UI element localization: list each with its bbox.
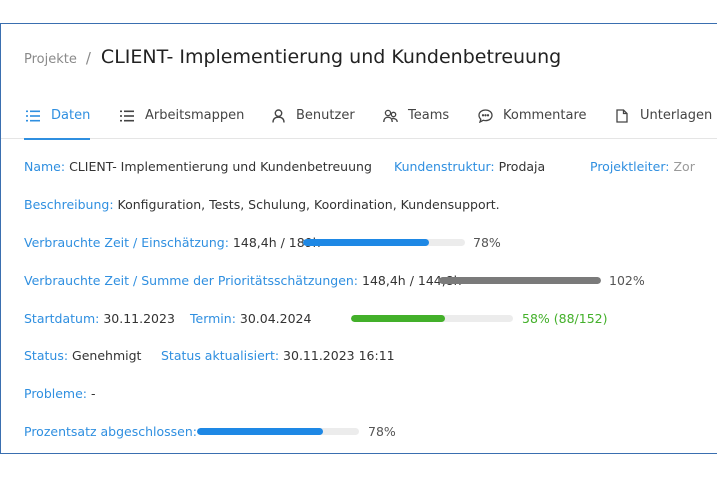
user-icon [269, 108, 287, 124]
comment-icon [476, 108, 494, 124]
project-lead-label: Projektleiter: [590, 158, 670, 174]
status-field: Status: Genehmigt [24, 346, 141, 364]
time-estimate-row: Verbrauchte Zeit / Einschätzung: 148,4h … [24, 233, 321, 251]
tab-benutzer[interactable]: Benutzer [269, 102, 355, 139]
priority-estimate-progress-bar [439, 277, 601, 284]
tab-label: Benutzer [296, 108, 355, 123]
description-label: Beschreibung: [24, 196, 114, 212]
breadcrumb: Projekte / CLIENT- Implementierung und K… [24, 46, 561, 68]
tab-label: Kommentare [503, 108, 587, 123]
structure-value: Prodaja [498, 158, 546, 174]
name-value: CLIENT- Implementierung und Kundenbetreu… [69, 158, 372, 174]
tab-teams[interactable]: Teams [381, 102, 449, 139]
status-updated-label: Status aktualisiert: [161, 347, 280, 363]
tab-label: Arbeitsmappen [145, 108, 245, 123]
tab-label: Daten [51, 108, 91, 123]
time-estimate-progress-fill [303, 239, 430, 246]
problems-label: Probleme: [24, 385, 88, 401]
tab-label: Unterlagen [640, 108, 713, 123]
description-value: Konfiguration, Tests, Schulung, Koordina… [117, 196, 500, 212]
list-icon [118, 108, 136, 124]
structure-label: Kundenstruktur: [394, 158, 495, 174]
start-date-value: 30.11.2023 [103, 310, 175, 326]
deadline-field: Termin: 30.04.2024 [190, 309, 311, 327]
structure-field: Kundenstruktur: Prodaja [394, 157, 545, 175]
problems-row: Probleme: - [24, 384, 96, 402]
name-row: Name: CLIENT- Implementierung und Kunden… [24, 157, 372, 175]
list-icon [24, 108, 42, 124]
priority-estimate-row: Verbrauchte Zeit / Summe der Prioritätss… [24, 271, 462, 289]
deadline-percent: 58% (88/152) [522, 311, 608, 326]
name-label: Name: [24, 158, 66, 174]
tab-daten[interactable]: Daten [24, 102, 91, 140]
page-title: CLIENT- Implementierung und Kundenbetreu… [100, 46, 562, 68]
tab-label: Teams [408, 108, 450, 123]
time-estimate-percent: 78% [473, 235, 501, 250]
tab-arbeitsmappen[interactable]: Arbeitsmappen [118, 102, 244, 139]
deadline-progress-bar [351, 315, 513, 322]
deadline-label: Termin: [190, 310, 236, 326]
tab-unterlagen[interactable]: Unterlagen [613, 102, 712, 139]
start-date-label: Startdatum: [24, 310, 100, 326]
project-lead-value: Zor [673, 158, 695, 174]
description-row: Beschreibung: Konfiguration, Tests, Schu… [24, 195, 500, 213]
time-estimate-value: 148,4h / 189h [232, 234, 321, 250]
project-lead-field: Projektleiter: Zor [590, 157, 695, 175]
deadline-progress-fill [351, 315, 445, 322]
priority-estimate-label: Verbrauchte Zeit / Summe der Prioritätss… [24, 272, 359, 288]
document-icon [613, 108, 631, 124]
project-panel: Projekte / CLIENT- Implementierung und K… [0, 23, 717, 454]
time-estimate-progress-bar [303, 239, 465, 246]
status-updated-field: Status aktualisiert: 30.11.2023 16:11 [161, 346, 395, 364]
completion-progress-bar [197, 428, 359, 435]
priority-estimate-percent: 102% [609, 273, 645, 288]
start-date-field: Startdatum: 30.11.2023 [24, 309, 175, 327]
breadcrumb-projects-link[interactable]: Projekte [24, 52, 77, 67]
completion-label: Prozentsatz abgeschlossen: [24, 423, 198, 439]
time-estimate-label: Verbrauchte Zeit / Einschätzung: [24, 234, 229, 250]
priority-estimate-progress-fill [439, 277, 601, 284]
status-label: Status: [24, 347, 69, 363]
status-value: Genehmigt [72, 347, 142, 363]
team-icon [381, 108, 399, 124]
deadline-value: 30.04.2024 [239, 310, 312, 326]
status-updated-value: 30.11.2023 16:11 [283, 347, 395, 363]
priority-estimate-value: 148,4h / 144,8h [362, 272, 462, 288]
tab-bar: Daten Arbeitsmappen Benutzer Teams Komme… [1, 102, 717, 140]
problems-value: - [91, 385, 96, 401]
tab-kommentare[interactable]: Kommentare [476, 102, 587, 139]
completion-row: Prozentsatz abgeschlossen: [24, 422, 197, 440]
breadcrumb-separator: / [85, 49, 91, 67]
completion-progress-fill [197, 428, 324, 435]
completion-percent: 78% [368, 424, 396, 439]
